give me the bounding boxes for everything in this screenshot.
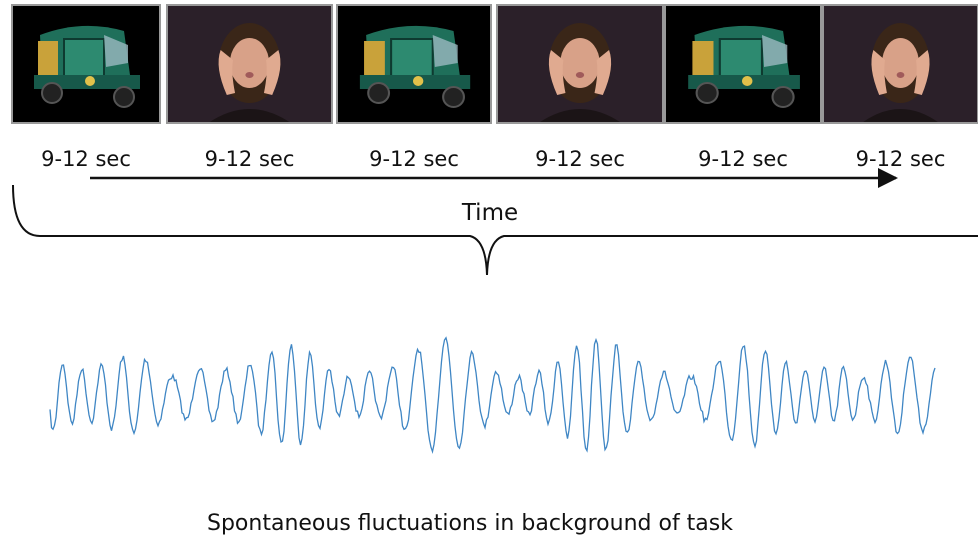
frame-border xyxy=(664,4,822,124)
frame xyxy=(166,4,333,124)
frame xyxy=(11,4,161,124)
frame xyxy=(822,4,978,124)
duration-label: 9-12 sec xyxy=(205,147,295,171)
frame-border xyxy=(336,4,492,124)
frame-border xyxy=(822,4,978,124)
duration-label: 9-12 sec xyxy=(41,147,131,171)
frame xyxy=(496,4,664,124)
signal-trace xyxy=(49,336,936,455)
rickshaw-image xyxy=(335,3,493,125)
frame xyxy=(335,3,493,125)
rickshaw-image xyxy=(663,3,823,125)
duration-label: 9-12 sec xyxy=(856,147,946,171)
brace xyxy=(12,184,978,276)
duration-labels: 9-12 sec 9-12 sec 9-12 sec 9-12 sec 9-12 sec… xyxy=(41,147,945,171)
face-image xyxy=(167,5,332,123)
time-label: Time xyxy=(461,200,518,226)
duration-label: 9-12 sec xyxy=(369,147,459,171)
frame xyxy=(663,3,823,125)
face-image xyxy=(497,5,663,123)
duration-label: 9-12 sec xyxy=(535,147,625,171)
frame-border xyxy=(496,4,664,124)
caption: Spontaneous fluctuations in background o… xyxy=(207,511,733,536)
rickshaw-image xyxy=(11,4,161,124)
frame-border xyxy=(166,4,333,124)
frame-border xyxy=(11,4,161,124)
face-image xyxy=(823,5,978,123)
duration-label: 9-12 sec xyxy=(698,147,788,171)
stimulus-frames xyxy=(11,3,978,125)
